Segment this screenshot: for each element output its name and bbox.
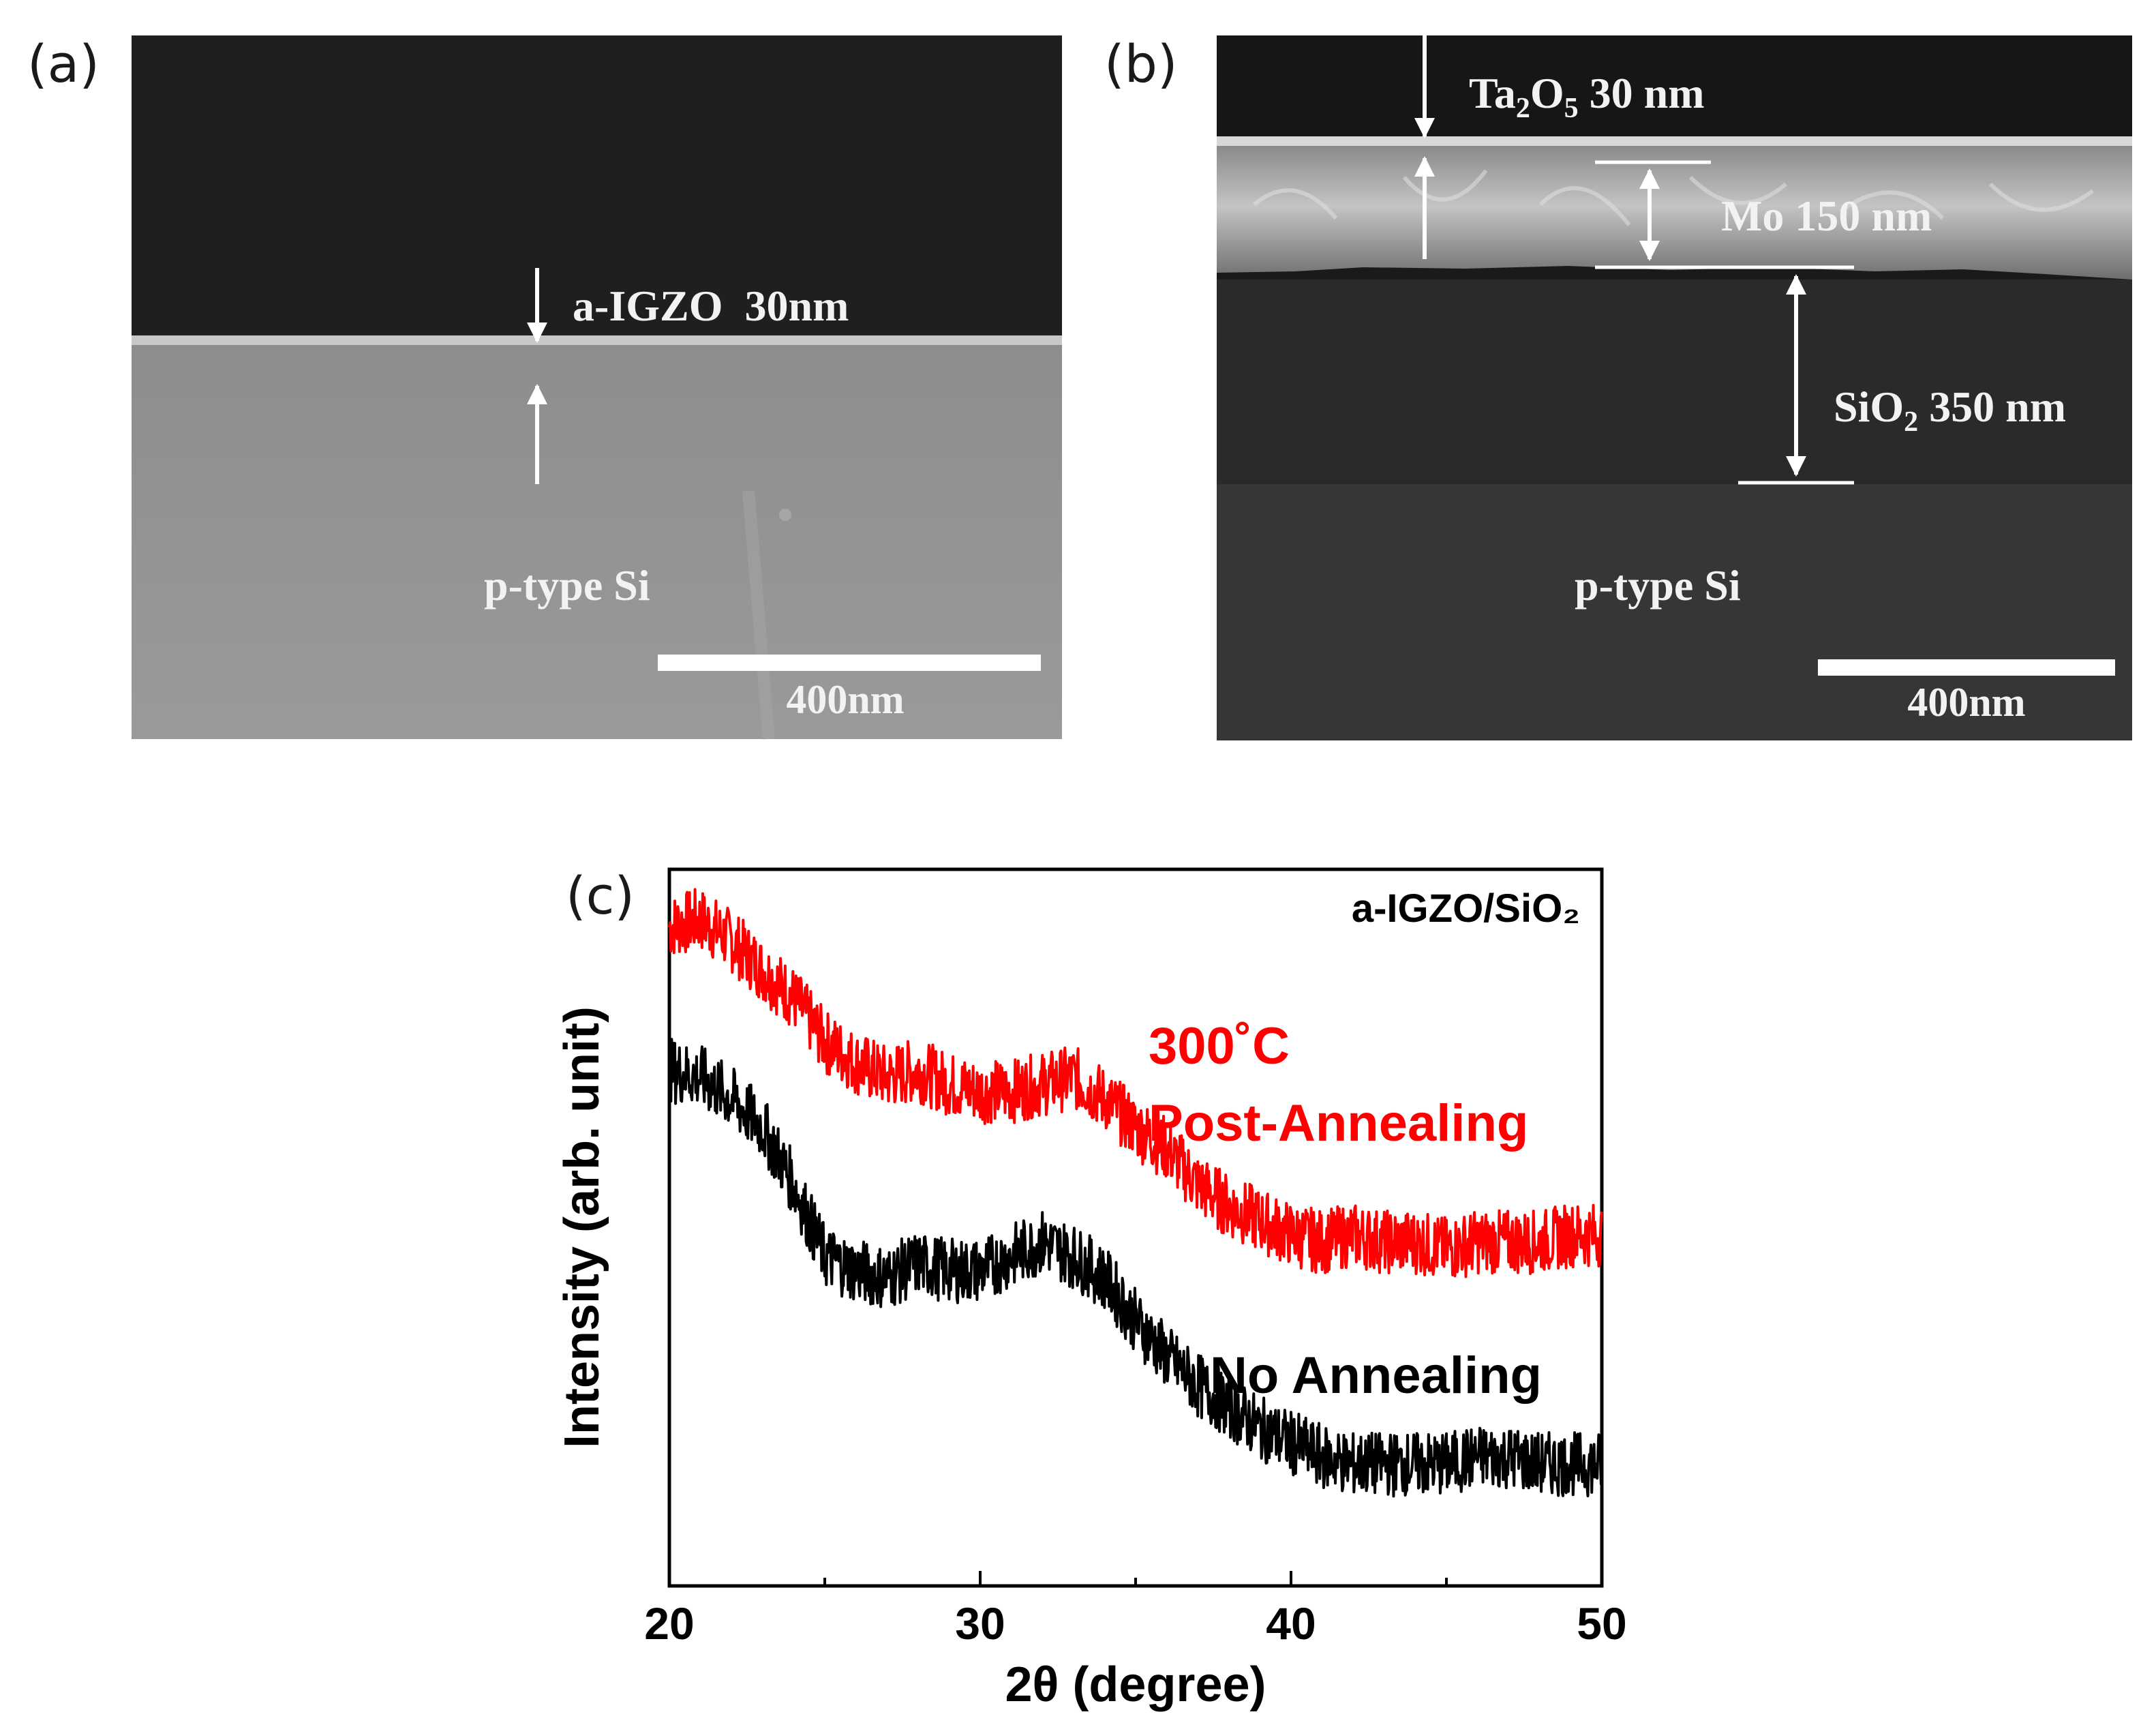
legend-no-annealing: No Annealing (1210, 1347, 1542, 1405)
si-substrate (132, 345, 1062, 739)
scale-bar-label-a: 400nm (786, 677, 904, 722)
scale-bar-a (658, 655, 1041, 671)
series-layer (668, 888, 1603, 1498)
x-tick-label: 50 (1577, 1598, 1626, 1649)
ta2o5-thickness-label: Ta2O5 30 nm (1469, 69, 1705, 124)
mo-thickness-label: Mo 150 nm (1721, 192, 1932, 240)
sem-image-a (132, 35, 1062, 740)
panel-c-label: (c) (566, 865, 635, 926)
legend-annealed-line1: 300˚C (1149, 1017, 1290, 1075)
panel-c: (c) 20 30 40 50 a-IGZO/SiO₂ 300˚C Post-Anne… (555, 865, 1627, 1712)
substrate-label-b: p-type Si (1575, 561, 1741, 610)
si-substrate-b (1217, 484, 2132, 740)
igzo-thickness-label: a-IGZO 30nm (573, 282, 849, 330)
legend-annealed-line2: Post-Annealing (1149, 1094, 1528, 1152)
sio2-layer (1217, 280, 2132, 484)
substrate-streak (742, 490, 775, 740)
chart-title: a-IGZO/SiO₂ (1352, 886, 1580, 931)
panel-b: (b) Ta2O5 30 nm Mo 150 nm SiO2 350 nm p-… (1104, 33, 2132, 740)
xrd-chart: 20 30 40 50 a-IGZO/SiO₂ 300˚C Post-Annealin… (555, 867, 1627, 1712)
x-tick-label: 20 (644, 1598, 694, 1649)
vacuum-region-b (1217, 35, 2132, 138)
mo-grain-texture (1253, 169, 2094, 226)
series-line-1 (668, 1038, 1603, 1498)
x-tick-label: 40 (1266, 1598, 1316, 1649)
panel-a-label: (a) (27, 33, 100, 94)
igzo-layer (132, 335, 1062, 345)
y-axis-label: Intensity (arb. unit) (555, 1006, 609, 1448)
mo-layer (1217, 146, 2132, 280)
panel-a: (a) a-IGZO 30nm p-type Si 400nm (27, 33, 1062, 740)
sem-image-b (1217, 35, 2132, 740)
scale-bar-b (1818, 659, 2115, 676)
sio2-thickness-label: SiO2 350 nm (1834, 382, 2066, 438)
x-tick-label: 30 (955, 1598, 1005, 1649)
vacuum-region (132, 35, 1062, 341)
ta2o5-layer (1217, 136, 2132, 146)
x-axis-label: 2θ (degree) (1005, 1657, 1266, 1712)
series-line-0 (668, 888, 1603, 1278)
panel-b-label: (b) (1104, 33, 1178, 94)
scale-bar-label-b: 400nm (1907, 680, 2025, 725)
substrate-label-a: p-type Si (484, 561, 650, 610)
substrate-particle (779, 509, 791, 521)
x-axis: 20 30 40 50 (644, 1571, 1627, 1649)
